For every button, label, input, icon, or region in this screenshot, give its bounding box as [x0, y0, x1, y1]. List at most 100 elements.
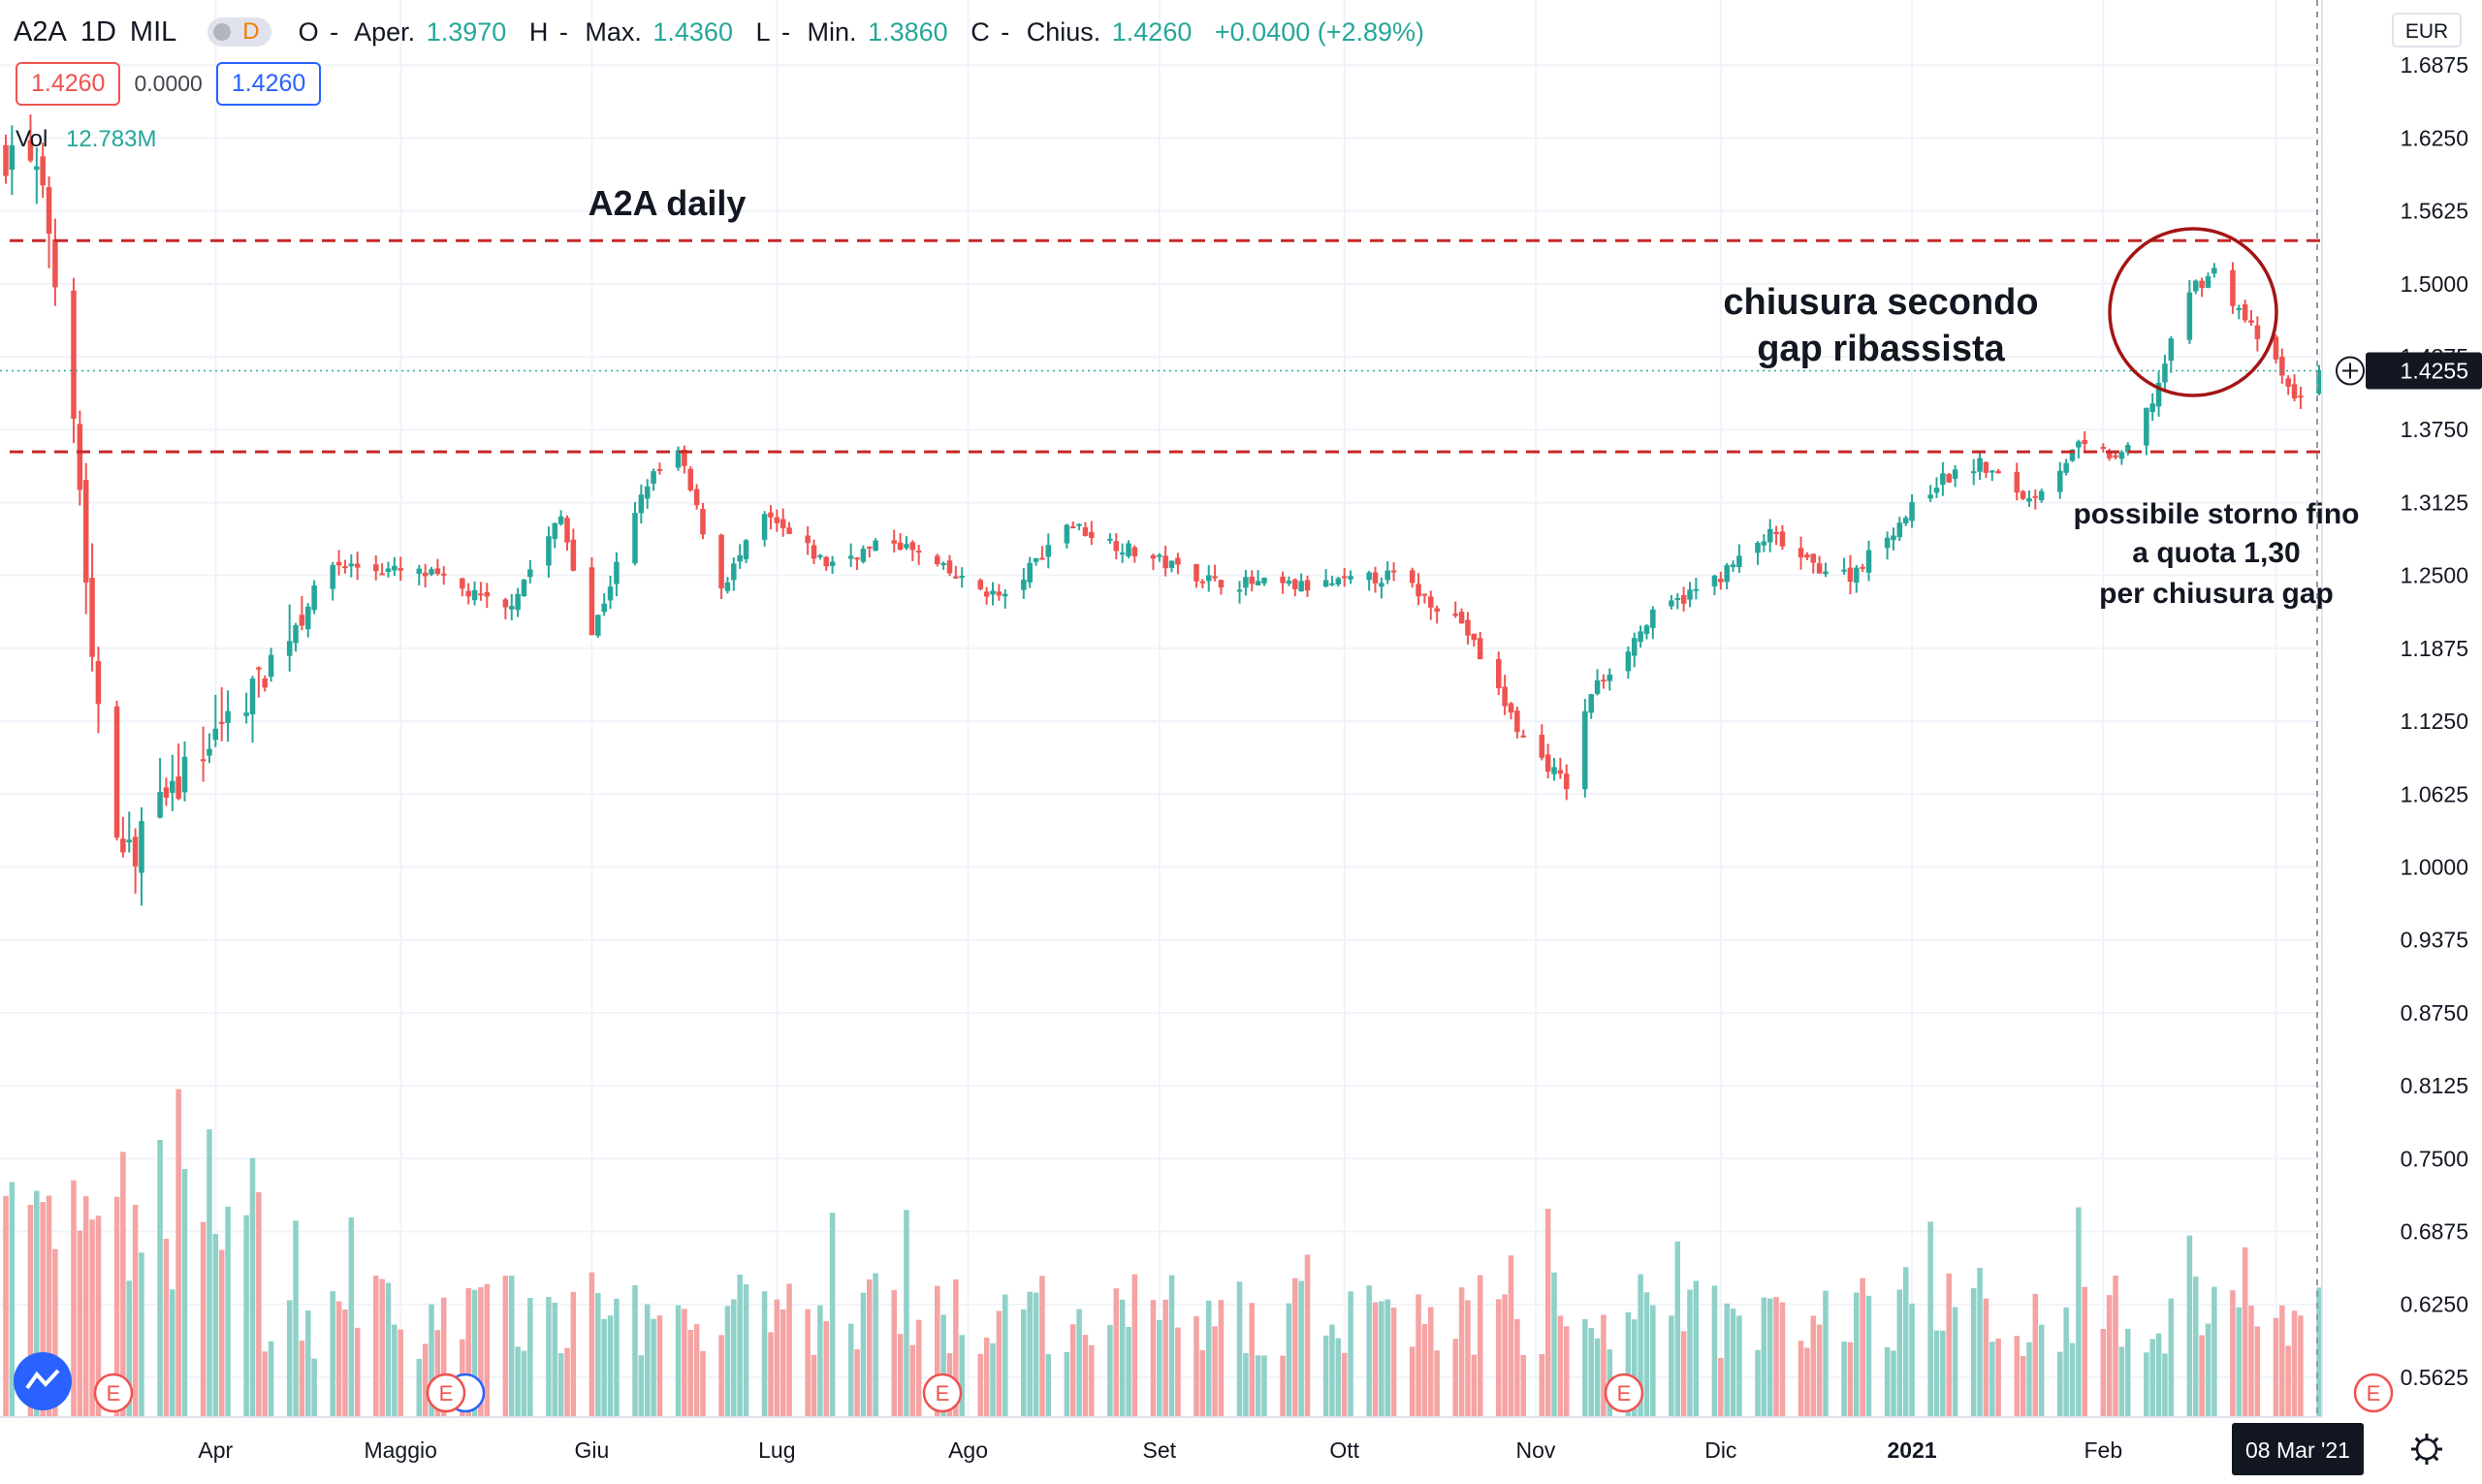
- price-tick-label: 0.5625: [2401, 1365, 2468, 1390]
- volume-bar: [1674, 1241, 1681, 1417]
- volume-bar: [1286, 1303, 1292, 1417]
- candle-body: [3, 144, 9, 176]
- candle-body: [200, 759, 207, 762]
- volume-bar: [1810, 1315, 1817, 1417]
- volume-bar: [1384, 1299, 1390, 1417]
- volume-bar: [915, 1319, 922, 1417]
- candle-body: [724, 582, 731, 591]
- volume-bar: [1761, 1297, 1767, 1417]
- candle-body: [1761, 541, 1767, 546]
- volume-bar: [909, 1344, 916, 1417]
- candle-body: [1766, 528, 1773, 543]
- candle-body: [946, 560, 953, 574]
- price-tick-label: 0.8125: [2401, 1073, 2468, 1098]
- candle-body: [996, 591, 1002, 596]
- price-tick-label: 0.6875: [2401, 1219, 2468, 1245]
- candle-body: [484, 591, 491, 597]
- candle-body: [1643, 625, 1650, 634]
- candle-body: [1002, 593, 1008, 597]
- volume-bar: [502, 1276, 509, 1417]
- candle-body: [256, 667, 262, 670]
- candle-body: [935, 555, 940, 565]
- candle-body: [1348, 576, 1353, 580]
- symbol-name[interactable]: A2A: [14, 16, 67, 47]
- volume-bar: [829, 1213, 836, 1417]
- volume-bar: [891, 1289, 897, 1417]
- candle-body: [867, 546, 873, 549]
- candle-body: [181, 756, 188, 793]
- volume-bar: [718, 1335, 724, 1417]
- candle-body: [1983, 461, 1989, 473]
- volume-bar: [682, 1309, 687, 1417]
- candle-body: [163, 787, 170, 798]
- candle-body: [2212, 268, 2217, 274]
- candle-body: [1249, 577, 1256, 584]
- candle-body: [89, 578, 95, 657]
- volume-bar: [1421, 1323, 1428, 1417]
- spread-value: 0.0000: [134, 71, 203, 96]
- candle-body: [1199, 581, 1206, 584]
- interval-label[interactable]: 1D: [80, 16, 116, 47]
- volume-bar: [1329, 1324, 1335, 1417]
- candle-body: [1810, 553, 1817, 563]
- volume-bar: [1348, 1291, 1353, 1417]
- candle-body: [651, 471, 656, 485]
- volume-bar: [601, 1318, 607, 1417]
- volume-bar: [71, 1180, 77, 1417]
- candle-body: [243, 712, 249, 716]
- volume-bar: [1891, 1350, 1896, 1417]
- candle-body: [1416, 584, 1421, 597]
- candle-body: [120, 838, 126, 853]
- candle-body: [1372, 572, 1379, 584]
- candle-body: [915, 551, 922, 553]
- candle-body: [1977, 458, 1983, 472]
- candle-body: [909, 542, 916, 551]
- volume-bar: [286, 1300, 293, 1417]
- h-label: H: [528, 16, 549, 47]
- volume-bar: [2248, 1305, 2254, 1417]
- candle-body: [170, 780, 175, 793]
- volume-bar: [132, 1204, 139, 1417]
- candle-body: [687, 468, 694, 490]
- volume-bar: [416, 1358, 423, 1417]
- candle-body: [422, 572, 429, 577]
- volume-bar: [977, 1353, 984, 1417]
- volume-bar: [1069, 1324, 1076, 1417]
- sell-price-box[interactable]: 1.4260: [16, 62, 121, 106]
- candle-body: [1816, 563, 1823, 574]
- buy-price-box[interactable]: 1.4260: [215, 62, 322, 106]
- candle-body: [299, 615, 305, 626]
- candle-body: [1625, 651, 1632, 672]
- earnings-marker-label: E: [2367, 1381, 2381, 1405]
- volume-bar: [95, 1216, 102, 1417]
- volume-bar: [256, 1191, 262, 1417]
- candle-body: [718, 534, 724, 589]
- volume-bar: [1902, 1267, 1909, 1417]
- earnings-marker-label: E: [1617, 1381, 1632, 1405]
- candle-body: [638, 494, 645, 514]
- volume-bar: [262, 1351, 268, 1417]
- candle-body: [157, 791, 163, 818]
- volume-bar: [34, 1190, 40, 1417]
- status-pill[interactable]: D: [207, 17, 271, 47]
- volume-bar: [2298, 1315, 2304, 1417]
- candle-body: [682, 449, 687, 466]
- candle-body: [1588, 694, 1594, 713]
- candle-body: [737, 554, 743, 562]
- volume-bar: [1508, 1255, 1514, 1417]
- candle-body: [286, 641, 293, 656]
- volume-bar: [768, 1332, 774, 1417]
- time-tick-label: Dic: [1704, 1437, 1736, 1463]
- candle-body: [2069, 449, 2076, 461]
- price-tick-label: 1.0625: [2401, 781, 2468, 806]
- current-price-label: 1.4255: [2401, 358, 2468, 383]
- volume-bar: [1416, 1294, 1421, 1417]
- candle-body: [440, 573, 447, 576]
- volume-bar: [1514, 1318, 1520, 1417]
- candle-body: [1896, 522, 1903, 538]
- volume-bar: [212, 1234, 219, 1417]
- candle-body: [1193, 563, 1199, 582]
- candle-body: [1539, 735, 1545, 758]
